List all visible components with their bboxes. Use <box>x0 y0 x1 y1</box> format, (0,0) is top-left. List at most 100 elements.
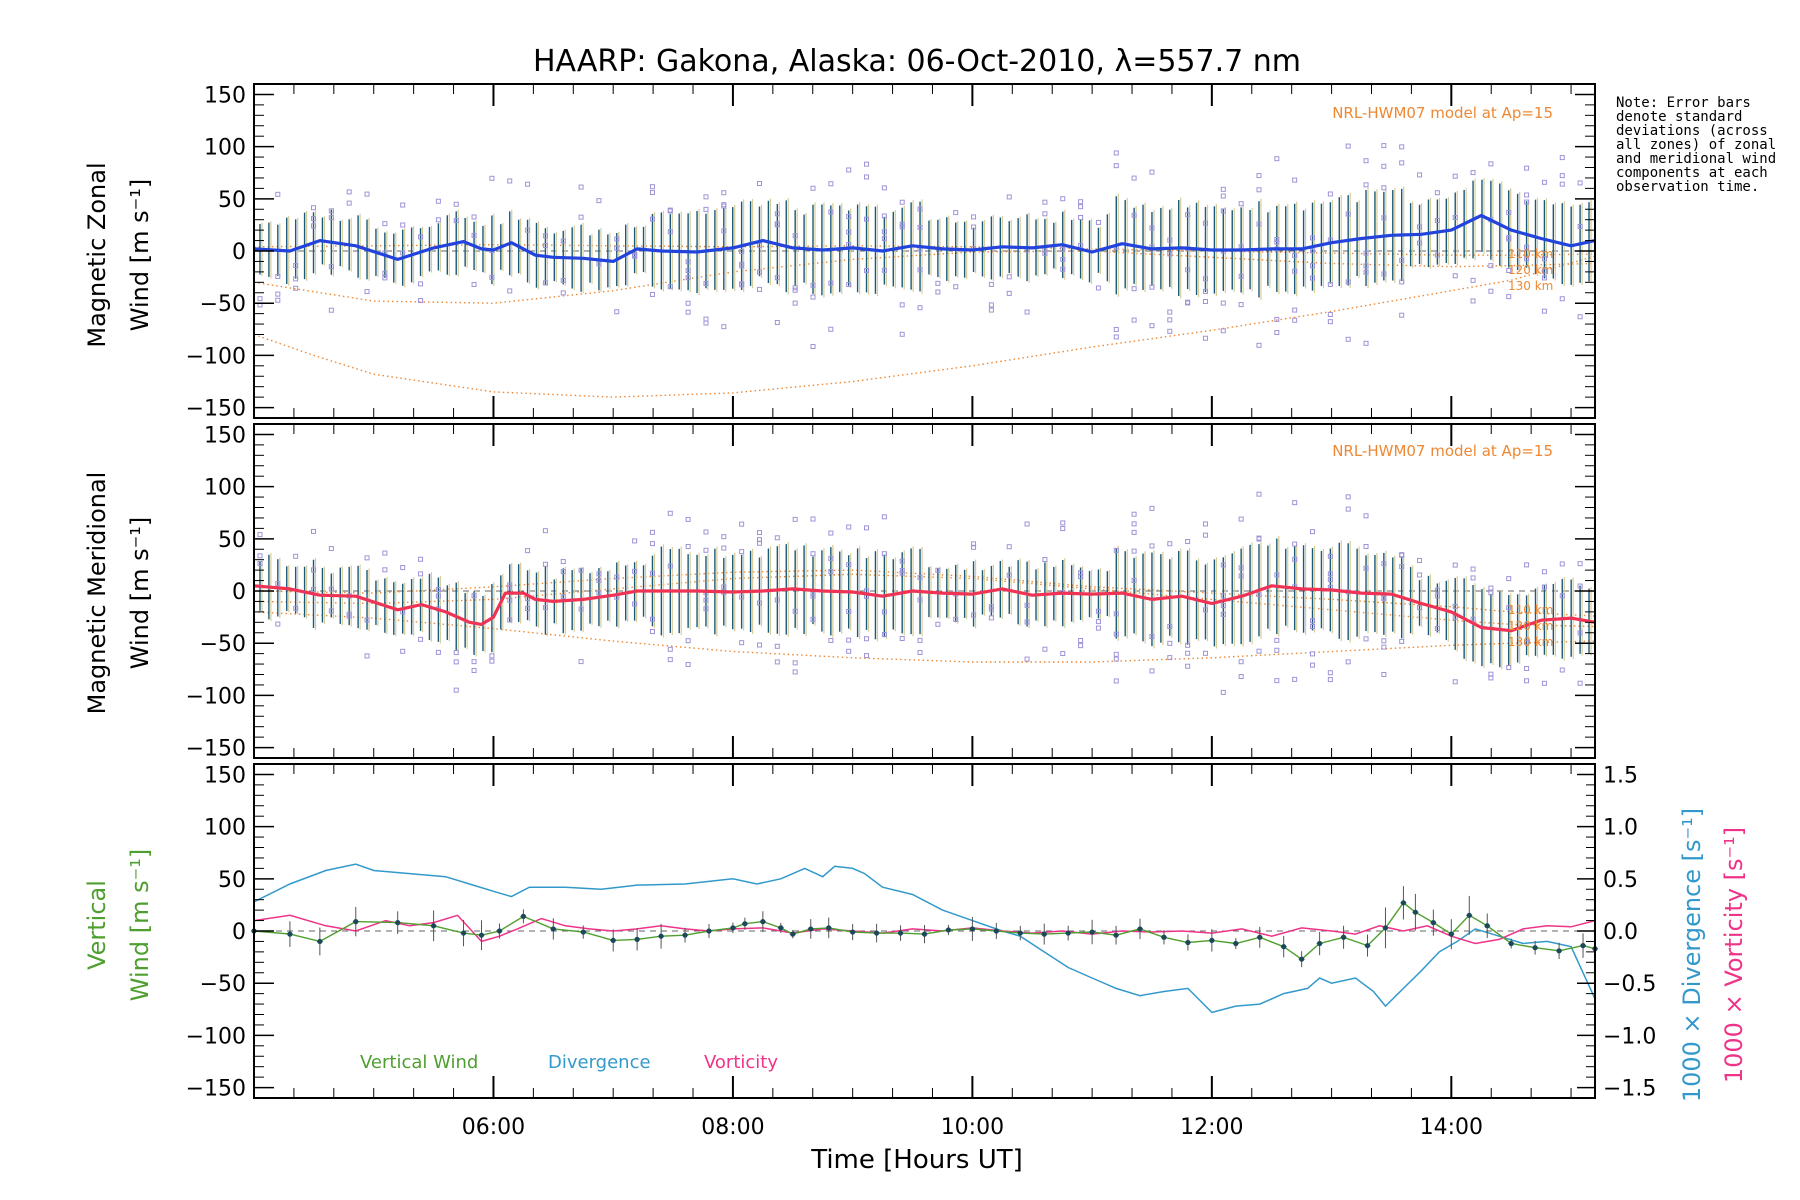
meridional-model-height-120: 120 km <box>1508 619 1553 633</box>
zonal-zone-sample <box>328 208 334 214</box>
meridional-zone-sample <box>1256 491 1262 497</box>
zonal-zone-sample <box>774 319 780 325</box>
zonal-zone-sample <box>507 288 513 294</box>
meridional-zone-sample <box>1559 667 1565 673</box>
zonal-model-line-3 <box>253 255 1596 398</box>
vertical-wind-point <box>742 921 748 927</box>
meridional-zone-sample <box>1399 552 1405 558</box>
meridional-zone-sample <box>453 650 459 656</box>
meridional-zone-sample <box>685 516 691 522</box>
zonal-zone-sample <box>1506 267 1512 273</box>
zonal-zone-sample <box>846 229 852 235</box>
zonal-zone-sample <box>756 286 762 292</box>
meridional-zone-sample <box>560 569 566 575</box>
zonal-zone-sample <box>881 229 887 235</box>
zonal-zone-sample <box>667 284 673 290</box>
meridional-zone-sample <box>1381 671 1387 677</box>
y2-tick-label: 0.0 <box>1603 920 1638 945</box>
meridional-zone-sample <box>257 553 263 559</box>
meridional-zone-sample <box>1149 668 1155 674</box>
zonal-zone-sample <box>846 167 852 173</box>
zonal-zone-sample <box>1095 219 1101 225</box>
zonal-zone-sample <box>1541 179 1547 185</box>
meridional-zone-sample <box>1078 570 1084 576</box>
zonal-zone-sample <box>739 249 745 255</box>
zonal-zone-sample <box>311 223 317 229</box>
zonal-zone-sample <box>1256 173 1262 179</box>
y-tick-label: 0 <box>232 240 246 265</box>
zonal-zone-sample <box>685 300 691 306</box>
vertical-y-label-line2: Wind [m s⁻¹] <box>126 849 154 1001</box>
meridional-zone-sample <box>1470 616 1476 622</box>
divergence-line <box>253 863 1596 1014</box>
zonal-zone-sample <box>1417 240 1423 246</box>
zonal-y-label-line1: Magnetic Zonal <box>83 162 111 347</box>
zonal-zone-sample <box>275 297 281 303</box>
meridional-zone-sample <box>1506 665 1512 671</box>
meridional-zone-sample <box>685 638 691 644</box>
zonal-zone-sample <box>578 214 584 220</box>
zonal-zone-sample <box>899 224 905 230</box>
vertical-wind-point <box>1508 940 1514 947</box>
zonal-zone-sample <box>1488 161 1494 167</box>
y-tick-label: −50 <box>200 632 246 657</box>
vertical-wind-point <box>1065 930 1071 936</box>
meridional-zone-sample <box>1113 611 1119 617</box>
meridional-zone-sample <box>578 606 584 612</box>
zonal-zone-sample <box>935 280 941 286</box>
meridional-zone-sample <box>774 535 780 541</box>
zonal-zone-sample <box>1506 209 1512 215</box>
zonal-zone-sample <box>649 184 655 190</box>
meridional-zone-sample <box>1167 624 1173 630</box>
vertical-wind-point <box>1466 912 1472 918</box>
zonal-zone-sample <box>471 232 477 238</box>
zonal-zone-sample <box>418 234 424 240</box>
meridional-zone-sample <box>1256 535 1262 541</box>
zonal-zone-sample <box>560 290 566 296</box>
vertical-wind-point <box>317 938 323 945</box>
meridional-zone-sample <box>1131 548 1137 554</box>
vertical-wind-point <box>1209 937 1215 943</box>
zonal-zone-sample <box>792 233 798 239</box>
meridional-zone-sample <box>792 669 798 675</box>
meridional-zone-sample <box>1274 572 1280 578</box>
meridional-zone-sample <box>1327 571 1333 577</box>
meridional-zone-sample <box>1113 678 1119 684</box>
zonal-zone-sample <box>846 282 852 288</box>
zonal-zone-sample <box>1559 155 1565 161</box>
meridional-zone-sample <box>1220 562 1226 568</box>
zonal-zone-sample <box>1292 317 1298 323</box>
y-tick-label: 100 <box>204 476 246 501</box>
zonal-zone-sample <box>971 214 977 220</box>
meridional-zone-sample <box>489 653 495 659</box>
meridional-zone-sample <box>792 516 798 522</box>
zonal-zone-sample <box>1238 201 1244 207</box>
zonal-zone-sample <box>846 214 852 220</box>
zonal-model-height-110: 110 km <box>1508 247 1553 261</box>
zonal-zone-sample <box>1167 251 1173 257</box>
meridional-zone-sample <box>364 555 370 561</box>
zonal-zone-sample <box>1310 248 1316 254</box>
zonal-zone-sample <box>1202 299 1208 305</box>
zonal-zone-sample <box>328 215 334 221</box>
meridional-zone-sample <box>1381 638 1387 644</box>
zonal-zone-sample <box>1220 193 1226 199</box>
legend-vorticity: Vorticity <box>704 1052 778 1073</box>
meridional-model-line-2 <box>253 573 1596 628</box>
vorticity-y2-label: 1000 × Vorticity [s⁻¹] <box>1720 827 1748 1083</box>
zonal-zone-sample <box>578 184 584 190</box>
meridional-zone-sample <box>846 524 852 530</box>
vertical-wind-point <box>1484 923 1490 929</box>
vertical-wind-point <box>1430 920 1436 926</box>
legend-divergence: Divergence <box>548 1052 651 1073</box>
zonal-zone-sample <box>1434 252 1440 258</box>
zonal-zone-sample <box>614 236 620 242</box>
zonal-zone-sample <box>1452 173 1458 179</box>
zonal-model-height-130: 130 km <box>1508 279 1553 293</box>
zonal-zone-sample <box>935 289 941 295</box>
meridional-zone-sample <box>667 657 673 663</box>
zonal-zone-sample <box>1399 144 1405 150</box>
meridional-zone-sample <box>649 529 655 535</box>
meridional-zone-sample <box>453 659 459 665</box>
vertical-wind-point <box>1185 939 1191 946</box>
